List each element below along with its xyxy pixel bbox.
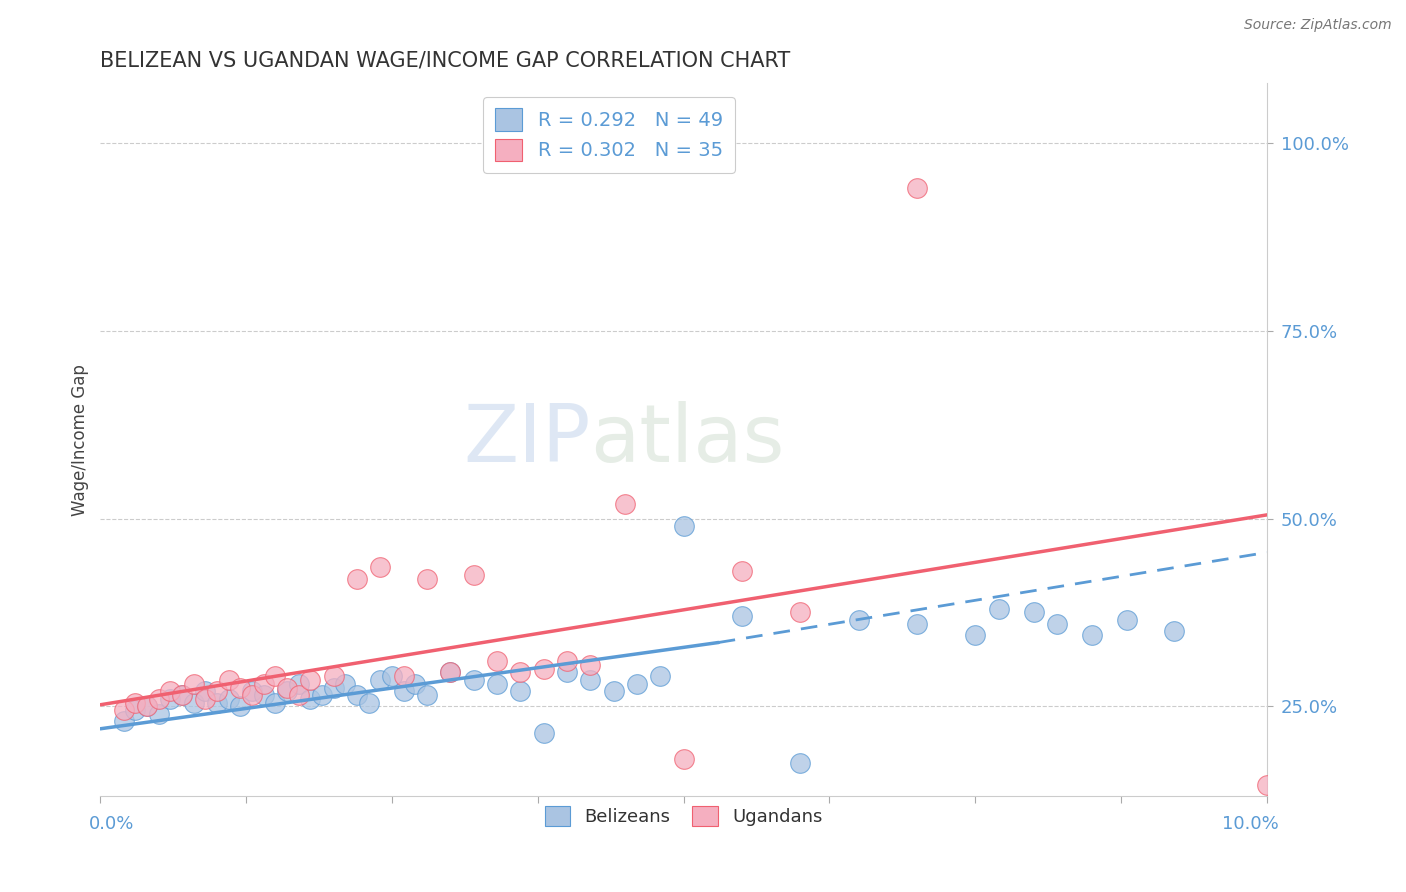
Point	[124, 696, 146, 710]
Point	[602, 684, 624, 698]
Point	[229, 699, 252, 714]
Point	[357, 696, 380, 710]
Point	[287, 677, 309, 691]
Point	[614, 497, 637, 511]
Point	[264, 696, 287, 710]
Point	[789, 756, 811, 770]
Text: 10.0%: 10.0%	[1222, 815, 1278, 833]
Point	[112, 703, 135, 717]
Point	[276, 684, 298, 698]
Point	[731, 564, 754, 578]
Y-axis label: Wage/Income Gap: Wage/Income Gap	[72, 364, 89, 516]
Point	[485, 654, 508, 668]
Point	[626, 677, 648, 691]
Point	[136, 699, 159, 714]
Text: atlas: atlas	[591, 401, 785, 479]
Point	[240, 684, 263, 698]
Point	[533, 725, 555, 739]
Point	[287, 688, 309, 702]
Point	[370, 560, 392, 574]
Point	[731, 609, 754, 624]
Point	[183, 677, 205, 691]
Point	[555, 665, 578, 680]
Point	[672, 519, 695, 533]
Text: Source: ZipAtlas.com: Source: ZipAtlas.com	[1244, 18, 1392, 32]
Point	[789, 606, 811, 620]
Point	[404, 677, 426, 691]
Point	[159, 684, 181, 698]
Text: BELIZEAN VS UGANDAN WAGE/INCOME GAP CORRELATION CHART: BELIZEAN VS UGANDAN WAGE/INCOME GAP CORR…	[100, 51, 790, 70]
Text: 0.0%: 0.0%	[89, 815, 134, 833]
Point	[183, 696, 205, 710]
Point	[905, 616, 928, 631]
Legend: Belizeans, Ugandans: Belizeans, Ugandans	[537, 798, 830, 834]
Point	[579, 658, 602, 673]
Point	[240, 688, 263, 702]
Point	[1256, 778, 1278, 792]
Point	[1163, 624, 1185, 639]
Point	[370, 673, 392, 687]
Point	[170, 688, 193, 702]
Point	[848, 613, 870, 627]
Point	[416, 688, 439, 702]
Point	[381, 669, 404, 683]
Point	[1116, 613, 1139, 627]
Point	[905, 181, 928, 195]
Point	[124, 703, 146, 717]
Point	[509, 665, 531, 680]
Point	[439, 665, 461, 680]
Point	[205, 696, 228, 710]
Point	[533, 662, 555, 676]
Point	[112, 714, 135, 729]
Point	[485, 677, 508, 691]
Point	[205, 684, 228, 698]
Point	[1081, 628, 1104, 642]
Point	[299, 673, 322, 687]
Point	[965, 628, 987, 642]
Point	[264, 669, 287, 683]
Point	[148, 691, 170, 706]
Point	[322, 681, 344, 695]
Text: ZIP: ZIP	[463, 401, 591, 479]
Point	[253, 688, 276, 702]
Point	[299, 691, 322, 706]
Point	[463, 673, 485, 687]
Point	[650, 669, 672, 683]
Point	[509, 684, 531, 698]
Point	[229, 681, 252, 695]
Point	[194, 684, 217, 698]
Point	[346, 688, 368, 702]
Point	[276, 681, 298, 695]
Point	[218, 691, 240, 706]
Point	[148, 706, 170, 721]
Point	[218, 673, 240, 687]
Point	[311, 688, 333, 702]
Point	[672, 752, 695, 766]
Point	[392, 684, 415, 698]
Point	[1022, 606, 1045, 620]
Point	[1046, 616, 1069, 631]
Point	[579, 673, 602, 687]
Point	[159, 691, 181, 706]
Point	[392, 669, 415, 683]
Point	[136, 699, 159, 714]
Point	[439, 665, 461, 680]
Point	[322, 669, 344, 683]
Point	[170, 688, 193, 702]
Point	[335, 677, 357, 691]
Point	[987, 601, 1010, 615]
Point	[555, 654, 578, 668]
Point	[194, 691, 217, 706]
Point	[346, 572, 368, 586]
Point	[463, 568, 485, 582]
Point	[253, 677, 276, 691]
Point	[416, 572, 439, 586]
